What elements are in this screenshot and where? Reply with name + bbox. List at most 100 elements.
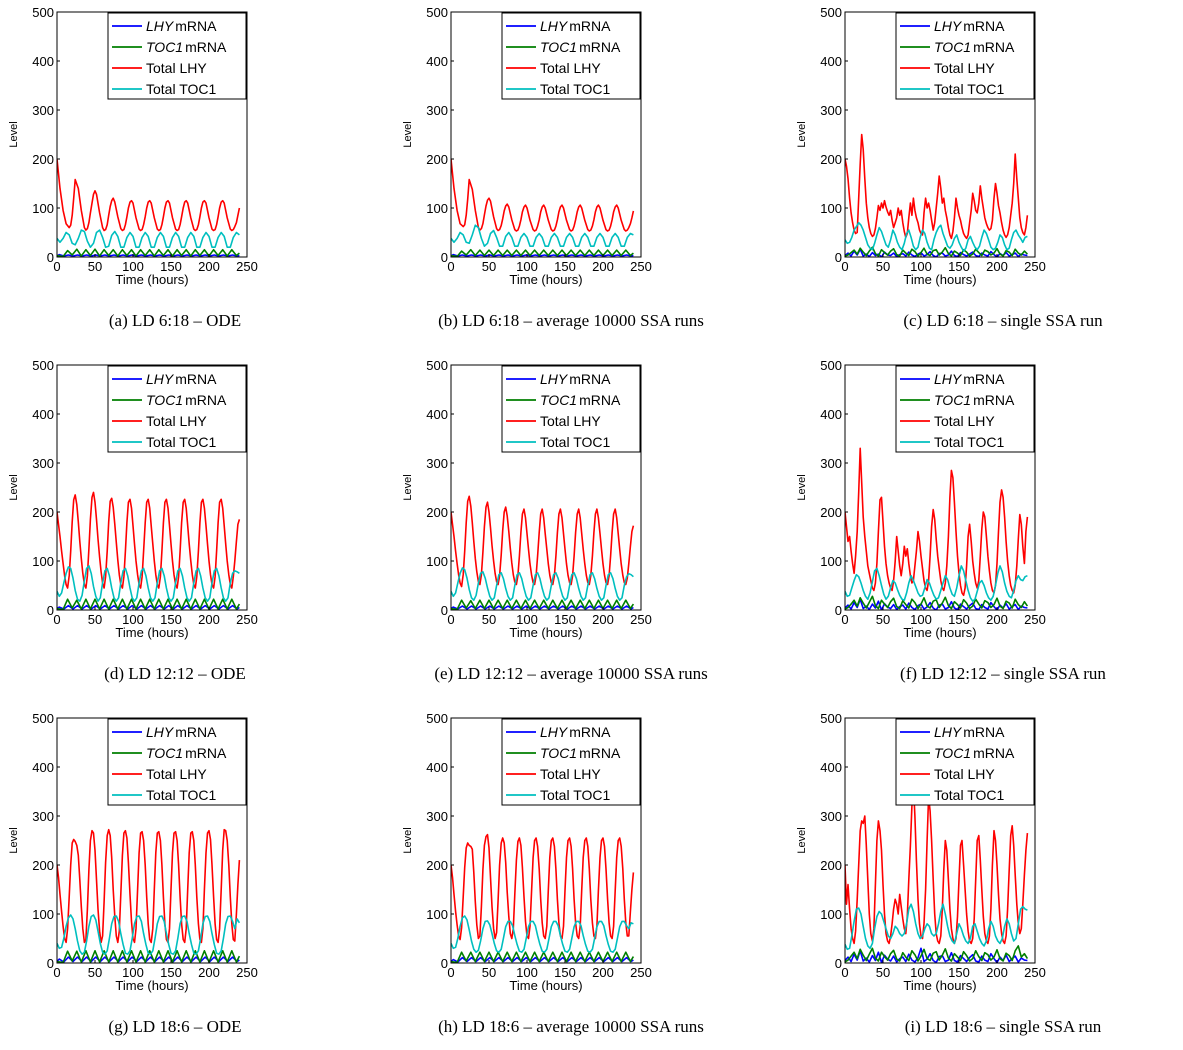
y-tick-label: 200 (32, 152, 54, 167)
legend-label: TOC1 mRNA (540, 745, 621, 761)
subplot-caption: (g) LD 18:6 – ODE (108, 1017, 241, 1036)
y-tick-label: 100 (32, 554, 54, 569)
legend-mrna-suffix: mRNA (579, 392, 621, 408)
legend-gene-name: LHY (934, 371, 963, 387)
subplot-b: 0 50 100 150 200 250 0 100 200 300 400 500 Time (hou… (402, 5, 704, 330)
y-tick-label: 200 (426, 858, 448, 873)
legend-gene-name: LHY (146, 724, 175, 740)
x-tick-label: 150 (554, 965, 576, 980)
legend-label: Total TOC1 (540, 434, 611, 450)
y-tick-label: 300 (32, 456, 54, 471)
legend-mrna-suffix: mRNA (569, 18, 611, 34)
legend-mrna-suffix: mRNA (963, 724, 1005, 740)
subplot-caption: (c) LD 6:18 – single SSA run (903, 311, 1103, 330)
x-tick-label: 200 (198, 965, 220, 980)
x-tick-label: 50 (876, 612, 890, 627)
y-tick-label: 300 (820, 456, 842, 471)
series-line-lhy-mrna (57, 956, 240, 963)
series-line-total-toc1 (845, 221, 1028, 252)
series-line-total-lhy (57, 491, 241, 589)
subplot-d: 0 50 100 150 200 250 0 100 200 300 400 500 Time (hou… (8, 358, 258, 683)
x-tick-label: 100 (910, 965, 932, 980)
x-tick-label: 100 (910, 612, 932, 627)
x-tick-label: 100 (122, 965, 144, 980)
plot-frame (56, 364, 248, 611)
y-tick-label: 400 (32, 760, 54, 775)
subplot-g: 0 50 100 150 200 250 0 100 200 300 400 500 Time (hou… (8, 711, 258, 1036)
series-line-total-lhy (451, 495, 635, 588)
y-tick-label: 300 (32, 103, 54, 118)
x-tick-label: 250 (1024, 612, 1046, 627)
legend-label: LHY mRNA (146, 371, 217, 387)
y-tick-label: 500 (426, 711, 448, 726)
x-tick-label: 200 (198, 259, 220, 274)
y-tick-label: 100 (32, 907, 54, 922)
x-tick-label: 150 (160, 965, 182, 980)
x-tick-label: 0 (841, 612, 848, 627)
x-tick-label: 50 (88, 965, 102, 980)
y-tick-label: 300 (820, 103, 842, 118)
x-axis-label: Time (hours) (509, 272, 582, 287)
y-tick-label: 500 (32, 711, 54, 726)
y-tick-label: 400 (426, 54, 448, 69)
legend-gene-name: TOC1 (540, 392, 577, 408)
y-tick-label: 100 (426, 907, 448, 922)
legend-label: Total LHY (934, 766, 995, 782)
subplot-e: 0 50 100 150 200 250 0 100 200 300 400 500 Time (hou… (402, 358, 708, 683)
y-tick-label: 400 (820, 407, 842, 422)
y-tick-label: 200 (820, 505, 842, 520)
series-line-total-lhy (845, 783, 1029, 945)
x-tick-label: 100 (122, 612, 144, 627)
legend-label: Total TOC1 (540, 787, 611, 803)
x-tick-label: 0 (841, 965, 848, 980)
legend-mrna-suffix: mRNA (175, 18, 217, 34)
legend-label: LHY mRNA (540, 18, 611, 34)
legend-label: TOC1 mRNA (540, 39, 621, 55)
x-tick-label: 0 (53, 612, 60, 627)
y-tick-label: 500 (426, 358, 448, 373)
x-tick-label: 200 (986, 965, 1008, 980)
legend-gene-name: TOC1 (934, 392, 971, 408)
y-tick-label: 0 (441, 603, 448, 618)
legend-mrna-suffix: mRNA (185, 39, 227, 55)
legend-label: TOC1 mRNA (146, 392, 227, 408)
x-axis-label: Time (hours) (509, 978, 582, 993)
series-line-total-lhy (845, 133, 1029, 240)
subplot-c: 0 50 100 150 200 250 0 100 200 300 400 500 Time (hou… (796, 5, 1103, 330)
series-line-total-toc1 (57, 229, 240, 248)
x-tick-label: 100 (910, 259, 932, 274)
x-tick-label: 150 (160, 612, 182, 627)
plot-frame (56, 717, 248, 964)
plot-frame (844, 11, 1036, 258)
x-tick-label: 200 (986, 612, 1008, 627)
legend-label: Total TOC1 (146, 434, 217, 450)
legend-label: Total TOC1 (934, 787, 1005, 803)
legend-gene-name: LHY (540, 724, 569, 740)
series-line-total-lhy (57, 158, 241, 232)
legend-label: LHY mRNA (540, 371, 611, 387)
subplot-h: 0 50 100 150 200 250 0 100 200 300 400 500 Time (hou… (402, 711, 704, 1036)
subplot-caption: (h) LD 18:6 – average 10000 SSA runs (438, 1017, 704, 1036)
y-tick-label: 0 (47, 250, 54, 265)
series-line-total-toc1 (57, 914, 241, 956)
legend-label: TOC1 mRNA (934, 39, 1015, 55)
subplot-caption: (i) LD 18:6 – single SSA run (905, 1017, 1102, 1036)
legend-label: Total LHY (934, 413, 995, 429)
series-line-total-lhy (57, 828, 241, 944)
y-tick-label: 200 (426, 505, 448, 520)
y-tick-label: 200 (32, 858, 54, 873)
x-axis-label: Time (hours) (903, 272, 976, 287)
x-tick-label: 50 (88, 612, 102, 627)
legend-label: TOC1 mRNA (934, 745, 1015, 761)
legend-mrna-suffix: mRNA (185, 745, 227, 761)
y-tick-label: 200 (820, 152, 842, 167)
y-axis-label: Level (402, 474, 414, 500)
x-tick-label: 0 (841, 259, 848, 274)
legend-mrna-suffix: mRNA (973, 745, 1015, 761)
x-tick-label: 250 (236, 612, 258, 627)
y-tick-label: 200 (32, 505, 54, 520)
series-line-total-toc1 (845, 903, 1028, 951)
legend-label: TOC1 mRNA (540, 392, 621, 408)
